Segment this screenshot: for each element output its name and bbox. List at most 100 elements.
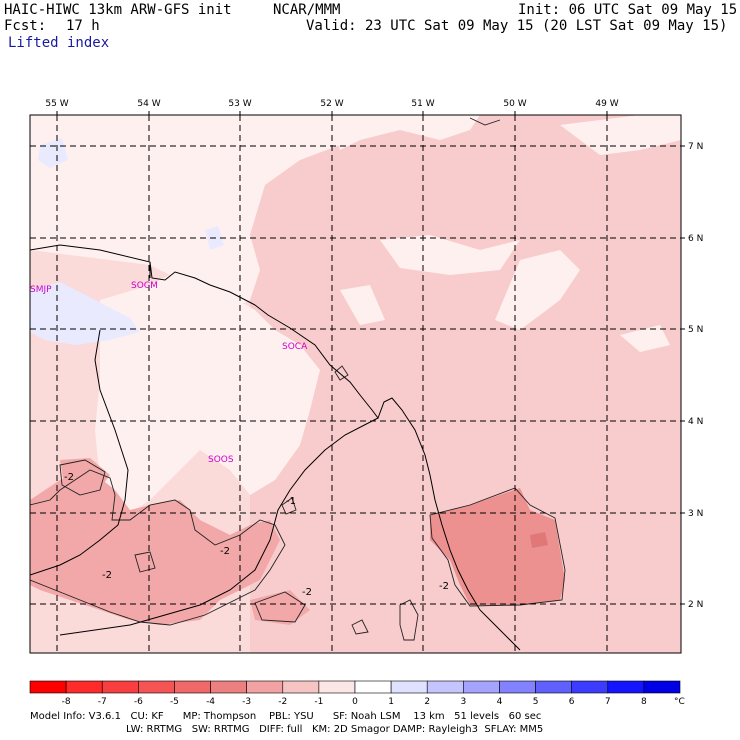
lon-label-51w: 51 W [411, 99, 434, 109]
colorbar-swatch [138, 680, 175, 694]
colorbar-swatch [390, 680, 428, 694]
colorbar-swatch [29, 680, 67, 694]
east-small-patch [620, 325, 670, 352]
colorbar-swatch [354, 680, 392, 694]
colorbar-swatch [318, 680, 356, 694]
coastline [30, 244, 521, 651]
station-socm: SOCM [131, 281, 158, 291]
contour-tiny-ring [351, 619, 369, 635]
station-smjp: SMJP [30, 285, 52, 295]
lat-lon-grid [30, 115, 681, 653]
colorbar-swatch [607, 680, 645, 694]
north-light-patch [330, 115, 480, 150]
map-frame [29, 114, 682, 654]
forecast-label: Fcst: [4, 18, 47, 34]
north-light-area [30, 115, 345, 310]
contour-minus2-south [254, 591, 306, 623]
station-soca: SOCA [282, 342, 308, 352]
station-soos: SOOS [208, 455, 234, 465]
colorbar-swatch [571, 680, 609, 694]
agency-label: NCAR/MMM [273, 2, 341, 18]
coastal-light-patch [340, 285, 385, 325]
colorbar-swatch [535, 680, 572, 694]
station-labels: SMJP SOCM SOCA SOOS [30, 281, 308, 465]
border-french-guiana [59, 417, 379, 636]
contour-small-ring [134, 551, 156, 573]
contour-label: -2 [302, 587, 312, 598]
model-title: HAIC-HIWC 13km ARW-GFS init [4, 2, 232, 18]
colorbar-tick-label: 7 [605, 697, 611, 707]
footer-model-info: Model Info: V3.6.1 CU: KF MP: Thompson P… [30, 711, 542, 722]
lifted-index-field [30, 115, 681, 653]
negative-core [530, 532, 548, 548]
colorbar-tick-label: 0 [352, 697, 358, 707]
contour-value-labels: -2 -2 -2 -2 -2 -1 [64, 472, 449, 598]
colorbar-tick-label: 6 [569, 697, 575, 707]
colorbar-swatch [463, 680, 500, 694]
lon-label-55w: 55 W [45, 99, 68, 109]
ocean-field [250, 115, 681, 653]
colorbar-tick-label: -3 [242, 697, 251, 707]
colorbar-tick-label: 8 [641, 697, 647, 707]
lat-label-2n: 2 N [688, 600, 703, 610]
contour-label: -2 [439, 581, 449, 592]
contour-label: -2 [220, 546, 230, 557]
colorbar-tick-label: -1 [314, 697, 323, 707]
lat-label-7n: 7 N [688, 142, 703, 152]
colorbar-tick-label: 3 [460, 697, 466, 707]
colorbar-tick-label: 4 [497, 697, 503, 707]
lat-label-5n: 5 N [688, 325, 703, 335]
colorbar-tick-label: 5 [533, 697, 539, 707]
field-name: Lifted index [8, 35, 110, 51]
colorbar-swatch [174, 680, 211, 694]
colorbar-tick-label: -4 [206, 697, 215, 707]
footer-physics-info: LW: RRTMG SW: RRTMG DIFF: full KM: 2D Sm… [126, 724, 544, 735]
lon-label-49w: 49 W [595, 99, 618, 109]
colorbar-tick-label: -6 [134, 697, 143, 707]
init-time: Init: 06 UTC Sat 09 May 15 [518, 2, 738, 18]
colorbar-swatch [643, 680, 681, 694]
lat-label-3n: 3 N [688, 509, 703, 519]
lat-labels: 7 N 6 N 5 N 4 N 3 N 2 N [681, 142, 703, 610]
contour-label: -1 [286, 496, 296, 507]
colorbar-swatch [246, 680, 284, 694]
colorbar-tick-label: -2 [278, 697, 287, 707]
colorbar-swatch [101, 680, 139, 694]
negative-area-southeast [430, 488, 565, 605]
colorbar-tick-label: -5 [170, 697, 179, 707]
contour-lines [30, 117, 566, 641]
colorbar-swatch [65, 680, 103, 694]
coastline-main [30, 244, 521, 651]
colorbar-unit: °C [674, 697, 685, 707]
lon-label-53w: 53 W [228, 99, 251, 109]
east-light-patch [380, 235, 520, 275]
lat-label-6n: 6 N [688, 234, 703, 244]
colorbar: -8 -7 -6 -5 -4 -3 -2 -1 0 1 2 3 4 5 6 7 8 [29, 680, 681, 707]
contour-minus2-southwest [30, 469, 286, 626]
valid-time: Valid: 23 UTC Sat 09 May 15 (20 LST Sat … [306, 18, 728, 34]
colorbar-swatch [282, 680, 320, 694]
colorbar-tick-label: -8 [62, 697, 71, 707]
contour-north-edge [469, 117, 501, 126]
northeast-light-patch [560, 115, 681, 155]
colorbar-swatch [426, 680, 464, 694]
contour-minus2-west [59, 459, 106, 496]
lon-label-52w: 52 W [320, 99, 343, 109]
colorbar-tick-label: 2 [424, 697, 430, 707]
land-light-area [95, 272, 320, 520]
lon-labels: 55 W 54 W 53 W 52 W 51 W 50 W 49 W [45, 99, 619, 115]
colorbar-swatch [210, 680, 247, 694]
colorbar-tick-label: -7 [98, 697, 107, 707]
contour-label: -2 [64, 472, 74, 483]
border-suriname-west [30, 329, 129, 576]
forecast-hour: 17 h [66, 18, 100, 34]
negative-area-southwest [30, 470, 280, 625]
contour-coastal-ring [334, 365, 349, 381]
lon-label-50w: 50 W [503, 99, 526, 109]
colorbar-tick-label: 1 [388, 697, 394, 707]
lat-label-4n: 4 N [688, 417, 703, 427]
lon-label-54w: 54 W [137, 99, 160, 109]
contour-label: -2 [102, 570, 112, 581]
contour-minus1-ring [281, 497, 297, 515]
